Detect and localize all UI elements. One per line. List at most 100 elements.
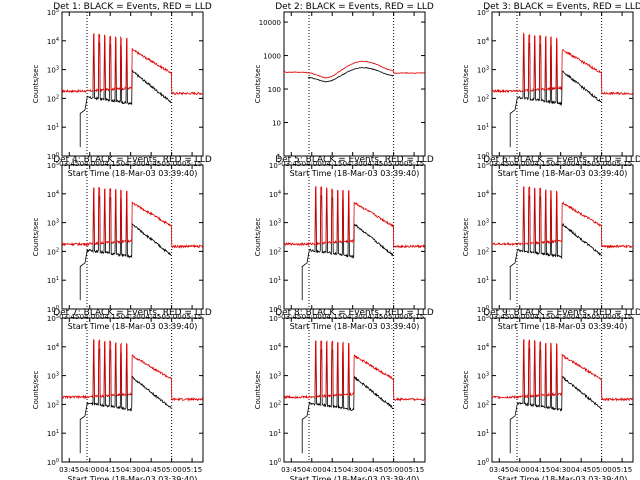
x-tick-label: 05:15 (182, 313, 202, 321)
x-tick-label: 04:30 (121, 313, 141, 321)
x-tick-label: 05:15 (612, 466, 632, 474)
y-tick-label: 105 (47, 161, 59, 170)
chart-title: Det 6: BLACK = Events, RED = LLD (483, 155, 640, 165)
x-tick-label: 04:00 (510, 466, 530, 474)
x-tick-label: 04:45 (363, 466, 383, 474)
x-tick-label: 04:15 (100, 160, 120, 168)
x-tick-label: 05:15 (612, 313, 632, 321)
x-tick-label: 03:45 (489, 313, 509, 321)
plot-frame (61, 164, 204, 310)
x-tick-label: 04:15 (322, 313, 342, 321)
y-axis-label: Counts/sec (32, 65, 40, 104)
series-lld-line (491, 32, 634, 96)
chart-title: Det 1: BLACK = Events, RED = LLD (53, 2, 212, 12)
y-tick-label: 1000 (263, 53, 281, 61)
x-tick-label: 03:45 (489, 466, 509, 474)
y-tick-label: 104 (47, 190, 59, 199)
y-tick-label: 101 (47, 123, 59, 132)
plot-frame (61, 317, 204, 463)
x-tick-label: 05:00 (384, 313, 404, 321)
x-axis-label: Start Time (18-Mar-03 03:39:40) (68, 475, 198, 480)
x-tick-label: 04:15 (322, 160, 342, 168)
x-axis-label: Start Time (18-Mar-03 03:39:40) (68, 169, 198, 178)
x-tick-label: 05:15 (404, 313, 424, 321)
y-axis-label: Counts/sec (254, 218, 262, 257)
y-tick-label: 100 (269, 305, 281, 314)
y-tick-label: 105 (477, 8, 489, 17)
x-tick-label: 03:45 (59, 160, 79, 168)
y-tick-label: 101 (47, 429, 59, 438)
x-tick-label: 04:30 (551, 160, 571, 168)
x-tick-label: 05:00 (592, 160, 612, 168)
y-tick-label: 105 (269, 314, 281, 323)
series-lld-line (491, 186, 634, 249)
y-axis-label: Counts/sec (462, 218, 470, 257)
y-tick-label: 104 (477, 190, 489, 199)
y-tick-label: 105 (269, 161, 281, 170)
y-tick-label: 100 (47, 152, 59, 161)
y-tick-label: 10000 (259, 19, 281, 27)
x-tick-label: 04:45 (571, 160, 591, 168)
y-tick-label: 105 (47, 8, 59, 17)
x-tick-label: 04:00 (302, 466, 322, 474)
y-tick-label: 103 (477, 372, 489, 381)
x-tick-label: 04:15 (100, 466, 120, 474)
plot-frame (283, 11, 426, 157)
y-tick-label: 100 (269, 458, 281, 467)
y-tick-label: 105 (477, 314, 489, 323)
y-axis-label: Counts/sec (462, 371, 470, 410)
series-lld-line (283, 339, 426, 402)
x-tick-label: 04:30 (551, 466, 571, 474)
y-axis-label: Counts/sec (32, 218, 40, 257)
x-axis-label: Start Time (18-Mar-03 03:39:40) (498, 475, 628, 480)
panel-det-9: Det 9: BLACK = Events, RED = LLD Counts/s… (462, 308, 640, 480)
y-tick-label: 102 (269, 400, 281, 409)
x-tick-label: 03:45 (281, 160, 301, 168)
series-lld-line (61, 338, 204, 403)
panel-det-3: Det 3: BLACK = Events, RED = LLD Counts/s… (462, 2, 640, 178)
y-tick-label: 103 (47, 372, 59, 381)
y-tick-label: 103 (47, 219, 59, 228)
y-tick-label: 101 (477, 429, 489, 438)
x-tick-label: 05:00 (384, 466, 404, 474)
panel-det-7: Det 7: BLACK = Events, RED = LLD Counts/s… (32, 308, 212, 480)
y-tick-label: 102 (47, 247, 59, 256)
series-lld-line (491, 338, 634, 402)
x-tick-label: 04:15 (322, 466, 342, 474)
y-axis-label: Counts/sec (32, 371, 40, 410)
x-tick-label: 04:30 (343, 313, 363, 321)
x-tick-label: 05:00 (162, 313, 182, 321)
x-tick-label: 05:00 (592, 466, 612, 474)
x-tick-label: 04:45 (141, 160, 161, 168)
panel-det-5: Det 5: BLACK = Events, RED = LLD Counts/s… (254, 155, 434, 331)
y-tick-label: 1 (277, 153, 281, 161)
x-axis-label: Start Time (18-Mar-03 03:39:40) (290, 475, 420, 480)
x-tick-label: 05:00 (384, 160, 404, 168)
x-tick-label: 03:45 (489, 160, 509, 168)
y-tick-label: 105 (477, 161, 489, 170)
y-tick-label: 101 (269, 276, 281, 285)
y-tick-label: 104 (269, 343, 281, 352)
x-tick-label: 04:45 (571, 313, 591, 321)
y-axis-label: Counts/sec (462, 65, 470, 104)
series-events-line (307, 66, 394, 83)
panel-det-6: Det 6: BLACK = Events, RED = LLD Counts/s… (462, 155, 640, 331)
y-tick-label: 101 (269, 429, 281, 438)
y-tick-label: 102 (477, 400, 489, 409)
y-tick-label: 100 (268, 86, 281, 94)
x-tick-label: 05:00 (592, 313, 612, 321)
y-tick-label: 105 (47, 314, 59, 323)
x-tick-label: 04:15 (530, 160, 550, 168)
chart-title: Det 5: BLACK = Events, RED = LLD (275, 155, 434, 165)
y-tick-label: 102 (477, 94, 489, 103)
x-tick-label: 03:45 (281, 313, 301, 321)
x-tick-label: 03:45 (59, 313, 79, 321)
y-tick-label: 104 (477, 37, 489, 46)
x-tick-label: 04:45 (363, 160, 383, 168)
y-axis-label: Counts/sec (254, 371, 262, 410)
y-tick-label: 104 (47, 37, 59, 46)
x-tick-label: 05:15 (182, 466, 202, 474)
x-tick-label: 04:00 (80, 313, 100, 321)
x-tick-label: 04:30 (343, 160, 363, 168)
x-axis-label: Start Time (18-Mar-03 03:39:40) (290, 169, 420, 178)
